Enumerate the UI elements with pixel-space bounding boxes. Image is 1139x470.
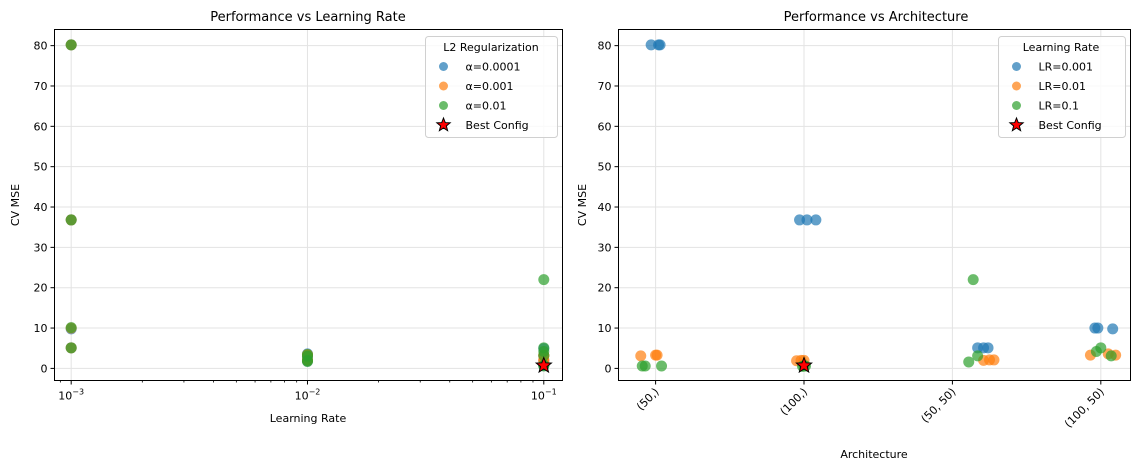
left-legend: L2 Regularization α=0.0001 α=0.001 α=0.01 B… (425, 36, 558, 138)
left-x-axis-label: Learning Rate (270, 412, 347, 425)
legend-label: α=0.01 (466, 100, 507, 113)
right-axes-frame (618, 29, 1131, 381)
y-tick-label: 60 (34, 120, 48, 133)
legend-label: α=0.0001 (466, 61, 521, 74)
legend-label: LR=0.001 (1039, 61, 1093, 74)
legend-marker (439, 81, 448, 91)
y-tick-label: 70 (34, 80, 48, 93)
x-tick-label: (50, 50) (919, 385, 959, 425)
y-tick-label: 50 (598, 161, 612, 174)
left-points (65, 39, 553, 374)
data-point (656, 360, 668, 372)
left-legend-box (425, 36, 558, 138)
data-point (65, 214, 77, 226)
right-legend-title: Learning Rate (1023, 41, 1100, 54)
y-tick-label: 30 (598, 241, 612, 254)
y-tick-label: 50 (34, 161, 48, 174)
left-ticks: 0 10 20 30 40 50 60 70 80 10−3 10−2 10−1 (34, 40, 557, 403)
legend-marker (439, 101, 448, 110)
legend-marker (1012, 62, 1021, 71)
y-tick-label: 40 (34, 201, 48, 214)
data-point (801, 214, 813, 226)
y-tick-label: 70 (598, 80, 612, 93)
legend-label: LR=0.01 (1039, 80, 1086, 93)
y-tick-label: 0 (41, 362, 48, 375)
left-legend-title: L2 Regularization (443, 41, 538, 54)
legend-marker (1012, 101, 1021, 110)
data-point (988, 354, 1000, 366)
legend-marker (439, 62, 448, 71)
y-tick-label: 30 (34, 241, 48, 254)
y-tick-label: 20 (598, 282, 612, 295)
y-tick-label: 80 (34, 40, 48, 53)
data-point (654, 39, 666, 51)
x-tick-label: 10−1 (531, 388, 557, 403)
data-point (651, 349, 663, 361)
data-point (1092, 322, 1104, 334)
data-point (963, 356, 975, 368)
y-tick-label: 0 (605, 362, 612, 375)
data-point (65, 322, 77, 334)
y-tick-label: 80 (598, 40, 612, 53)
legend-label: Best Config (466, 119, 529, 132)
data-point (1105, 350, 1117, 362)
data-point (639, 360, 651, 372)
legend-label: Best Config (1039, 119, 1102, 132)
right-x-axis-label: Architecture (840, 448, 908, 461)
data-point (967, 274, 979, 286)
x-tick-label: (100,) (778, 385, 811, 418)
left-axes-frame (54, 29, 563, 381)
legend-label: α=0.001 (466, 80, 514, 93)
data-point (301, 356, 313, 368)
data-point (810, 214, 822, 226)
y-tick-label: 60 (598, 120, 612, 133)
data-point (972, 350, 984, 362)
legend-star-marker (435, 116, 452, 132)
right-y-axis-label: CV MSE (576, 184, 589, 226)
data-point (65, 342, 77, 354)
data-point (1095, 342, 1107, 354)
data-point (982, 342, 994, 354)
x-tick-label: 10−3 (58, 388, 84, 403)
data-point (538, 274, 550, 286)
x-tick-label: 10−2 (295, 388, 321, 403)
legend-marker (1012, 81, 1021, 91)
x-tick-label: (100, 50) (1062, 385, 1107, 430)
right-legend: Learning Rate LR=0.001 LR=0.01 LR=0.1 Best … (998, 36, 1126, 138)
best-config-marker (795, 356, 813, 374)
right-chart-panel: Performance vs Architecture 0 10 20 30 40 50 6… (576, 10, 1131, 461)
legend-label: LR=0.1 (1039, 100, 1079, 113)
data-point (635, 350, 647, 362)
y-tick-label: 10 (598, 322, 612, 335)
data-point (538, 349, 550, 361)
left-chart-panel: Performance vs Learning Rate 0 10 20 30 40 50… (9, 10, 563, 425)
legend-star-marker (1008, 116, 1025, 132)
y-tick-label: 10 (34, 322, 48, 335)
x-tick-label: (50,) (634, 385, 662, 413)
right-points (635, 39, 1122, 374)
right-legend-box (998, 36, 1126, 138)
best-config-marker (534, 356, 553, 374)
right-chart-title: Performance vs Architecture (784, 10, 969, 25)
y-tick-label: 20 (34, 282, 48, 295)
y-tick-label: 40 (598, 201, 612, 214)
left-chart-title: Performance vs Learning Rate (210, 10, 406, 25)
data-point (65, 39, 77, 51)
left-y-axis-label: CV MSE (9, 184, 22, 226)
data-point (1107, 323, 1119, 335)
